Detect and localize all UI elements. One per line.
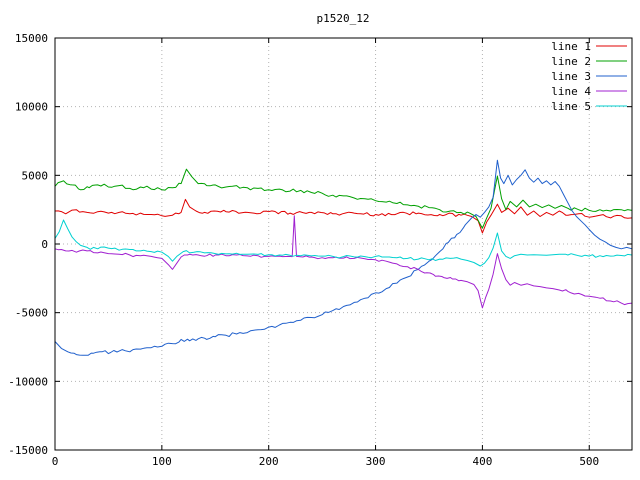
y-tick-label: 10000 xyxy=(15,101,48,114)
legend-label: line 5 xyxy=(551,100,591,113)
legend-label: line 3 xyxy=(551,70,591,83)
series-line-1 xyxy=(54,198,633,234)
legend-label: line 1 xyxy=(551,40,591,53)
x-tick-label: 400 xyxy=(472,455,492,468)
series-line-5 xyxy=(54,219,633,267)
x-tick-label: 300 xyxy=(366,455,386,468)
y-tick-label: -15000 xyxy=(8,444,48,457)
legend-label: line 4 xyxy=(551,85,591,98)
x-tick-label: 0 xyxy=(52,455,59,468)
series-line-4 xyxy=(54,215,633,309)
x-tick-label: 500 xyxy=(579,455,599,468)
y-tick-label: -10000 xyxy=(8,375,48,388)
x-tick-label: 200 xyxy=(259,455,279,468)
legend-label: line 2 xyxy=(551,55,591,68)
y-tick-label: 15000 xyxy=(15,32,48,45)
y-tick-label: -5000 xyxy=(15,307,48,320)
y-tick-label: 0 xyxy=(41,238,48,251)
chart-title: p1520_12 xyxy=(317,12,370,25)
y-tick-label: 5000 xyxy=(22,169,49,182)
series-line-3 xyxy=(54,159,633,356)
series-line-2 xyxy=(54,168,633,229)
x-tick-label: 100 xyxy=(152,455,172,468)
chart-generated: 0 100 200 300 400 500 -15000 -10000 -5000 0 5000 10… xyxy=(8,32,633,468)
